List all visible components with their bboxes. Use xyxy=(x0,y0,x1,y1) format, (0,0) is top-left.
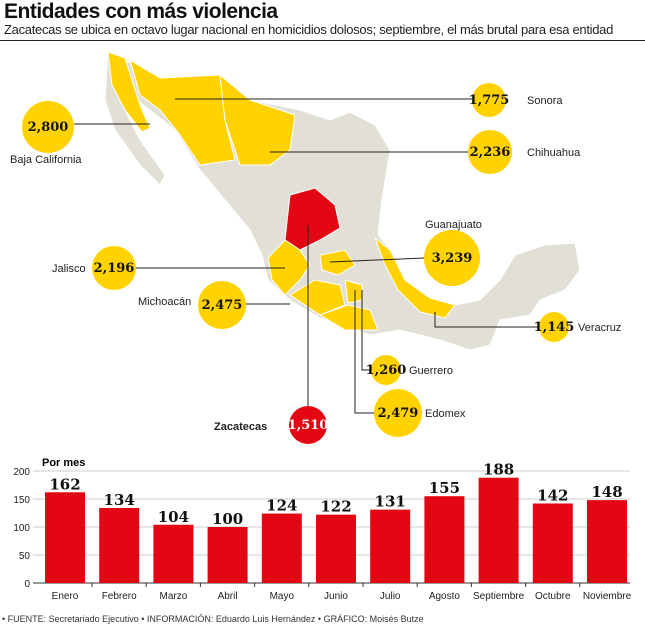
bubble-value-zacatecas: 1,510 xyxy=(288,418,329,433)
map-state-chihuahua xyxy=(219,73,296,166)
bar-noviembre xyxy=(587,500,627,583)
x-tick-label: Noviembre xyxy=(583,591,632,602)
y-tick-label: 100 xyxy=(13,523,30,534)
x-tick-label: Julio xyxy=(380,591,401,602)
bubble-value-guanajuato: 3,239 xyxy=(432,251,473,266)
bubble-sonora xyxy=(472,83,506,117)
x-tick-label: Febrero xyxy=(102,591,137,602)
bubble-edomex xyxy=(374,389,422,437)
bar-enero xyxy=(45,492,85,583)
y-tick-label: 200 xyxy=(13,467,30,478)
state-label-edomex: Edomex xyxy=(425,408,466,420)
bar-value-label: 188 xyxy=(483,461,514,479)
divider xyxy=(0,40,645,41)
page-subtitle: Zacatecas se ubica en octavo lugar nacio… xyxy=(4,22,614,37)
bubble-value-edomex: 2,479 xyxy=(378,406,419,421)
bar-value-label: 142 xyxy=(537,486,568,504)
state-label-michoacan: Michoacán xyxy=(138,296,191,308)
x-tick-label: Enero xyxy=(52,591,79,602)
bar-mayo xyxy=(261,513,302,583)
bubble-baja-california xyxy=(22,101,74,153)
bar-value-label: 124 xyxy=(266,497,297,515)
bar-agosto xyxy=(424,496,465,583)
bubble-zacatecas xyxy=(289,406,327,444)
bar-abril xyxy=(207,527,248,583)
bubble-value-guerrero: 1,260 xyxy=(366,363,407,378)
state-label-zacatecas: Zacatecas xyxy=(214,421,267,433)
bar-value-label: 162 xyxy=(49,475,80,493)
bubble-guanajuato xyxy=(424,230,480,286)
bar-value-label: 148 xyxy=(591,483,622,501)
state-label-veracruz: Veracruz xyxy=(578,322,621,334)
x-tick-label: Mayo xyxy=(270,591,295,602)
x-tick-label: Marzo xyxy=(160,591,188,602)
bar-value-label: 100 xyxy=(212,510,243,528)
bar-octubre xyxy=(532,503,573,583)
page-title: Entidades con más violencia xyxy=(4,0,278,23)
map-state-baja-california xyxy=(107,51,151,133)
footer-credits: • FUENTE: Secretariado Ejecutivo • INFOR… xyxy=(2,614,424,624)
y-tick-label: 50 xyxy=(19,551,31,562)
bubble-value-veracruz: 1,145 xyxy=(534,320,575,335)
state-label-guerrero: Guerrero xyxy=(409,365,453,377)
bar-junio xyxy=(316,514,356,583)
chart-title: Por mes xyxy=(42,457,85,469)
state-label-jalisco: Jalisco xyxy=(52,263,86,275)
bubble-michoacan xyxy=(198,281,246,329)
map-state-jalisco xyxy=(267,239,311,296)
bar-value-label: 104 xyxy=(158,508,189,526)
bubble-jalisco xyxy=(92,246,136,290)
x-tick-label: Agosto xyxy=(429,591,461,602)
map-state-guerrero xyxy=(318,304,379,331)
map-state-guanajuato xyxy=(319,249,356,276)
y-tick-label: 0 xyxy=(24,579,30,590)
bubble-value-chihuahua: 2,236 xyxy=(470,145,511,160)
mexico-map xyxy=(104,51,581,351)
y-tick-label: 150 xyxy=(13,495,30,506)
bubble-value-sonora: 1,775 xyxy=(469,93,510,108)
state-label-sonora: Sonora xyxy=(527,95,563,107)
x-tick-label: Octubre xyxy=(535,591,571,602)
x-tick-label: Abril xyxy=(218,591,238,602)
bar-value-label: 131 xyxy=(375,493,406,511)
map-state-veracruz xyxy=(373,236,456,319)
map-state-sonora xyxy=(129,58,236,166)
callout-lines xyxy=(74,98,539,414)
bubble-guerrero xyxy=(371,355,401,385)
bar-value-label: 122 xyxy=(320,498,351,516)
bubble-value-baja-california: 2,800 xyxy=(28,120,69,135)
bubble-chihuahua xyxy=(468,130,512,174)
bar-chart: Por mes 0 50 100 150 200 162 Enero 134 Febrero 10… xyxy=(13,457,631,602)
bar-febrero xyxy=(99,507,140,583)
x-tick-label: Junio xyxy=(324,591,348,602)
bubble-value-jalisco: 2,196 xyxy=(94,261,135,276)
bar-value-label: 155 xyxy=(429,479,460,497)
bar-value-label: 134 xyxy=(104,491,135,509)
x-tick-label: Septiembre xyxy=(473,591,525,602)
state-label-baja-california: Baja California xyxy=(10,154,82,166)
state-label-guanajuato: Guanajuato xyxy=(425,219,482,231)
bar-julio xyxy=(370,509,411,583)
state-label-chihuahua: Chihuahua xyxy=(527,147,581,159)
bubble-value-michoacan: 2,475 xyxy=(202,298,243,313)
bar-septiembre xyxy=(478,477,519,583)
map-state-michoacan xyxy=(289,279,346,316)
bar-marzo xyxy=(153,524,194,583)
bubble-veracruz xyxy=(539,312,569,342)
